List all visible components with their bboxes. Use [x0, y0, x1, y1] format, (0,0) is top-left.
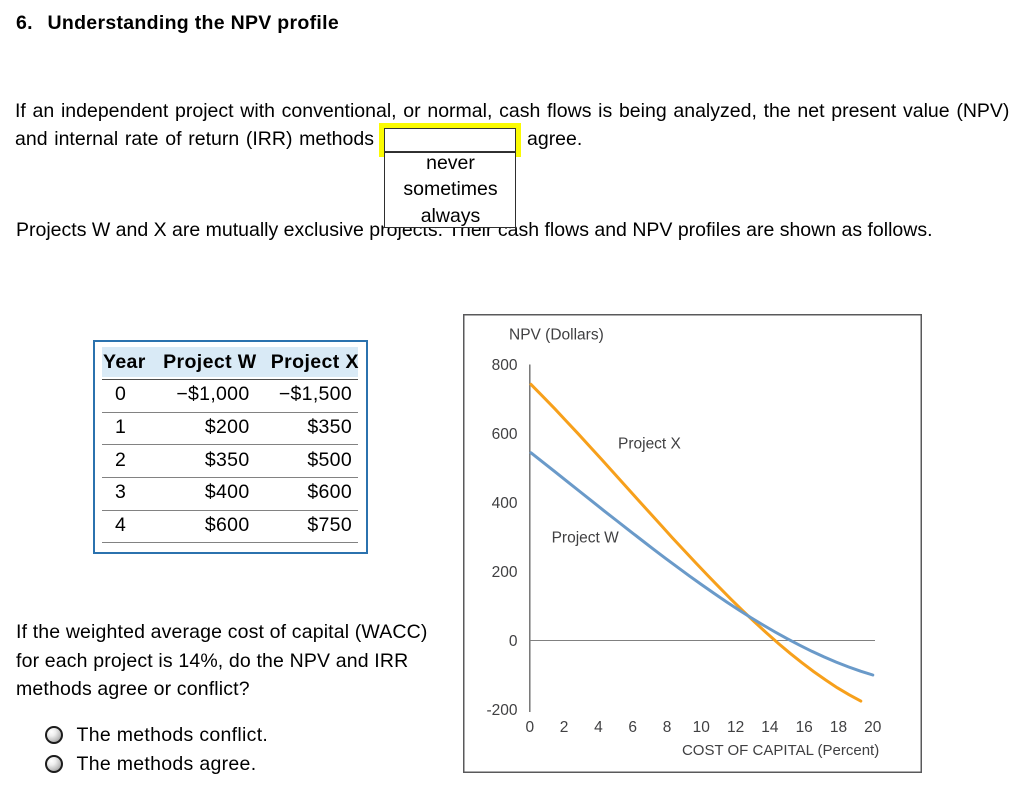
- svg-text:200: 200: [492, 564, 518, 581]
- svg-text:0: 0: [525, 719, 534, 736]
- svg-text:4: 4: [594, 719, 603, 736]
- svg-text:16: 16: [796, 719, 813, 736]
- svg-text:12: 12: [727, 719, 744, 736]
- svg-text:Project W: Project W: [552, 529, 620, 546]
- svg-text:8: 8: [663, 719, 672, 736]
- svg-text:NPV (Dollars): NPV (Dollars): [509, 326, 604, 343]
- svg-text:400: 400: [492, 495, 518, 512]
- svg-text:-200: -200: [486, 702, 517, 719]
- svg-text:6: 6: [628, 719, 637, 736]
- svg-text:0: 0: [509, 633, 518, 650]
- svg-text:600: 600: [492, 426, 518, 443]
- svg-text:Project X: Project X: [618, 435, 682, 452]
- svg-text:10: 10: [693, 719, 711, 736]
- svg-text:18: 18: [830, 719, 847, 736]
- svg-text:800: 800: [492, 357, 518, 374]
- svg-text:COST OF CAPITAL (Percent): COST OF CAPITAL (Percent): [682, 742, 879, 759]
- svg-text:14: 14: [761, 719, 779, 736]
- svg-text:20: 20: [864, 719, 882, 736]
- svg-text:2: 2: [560, 719, 569, 736]
